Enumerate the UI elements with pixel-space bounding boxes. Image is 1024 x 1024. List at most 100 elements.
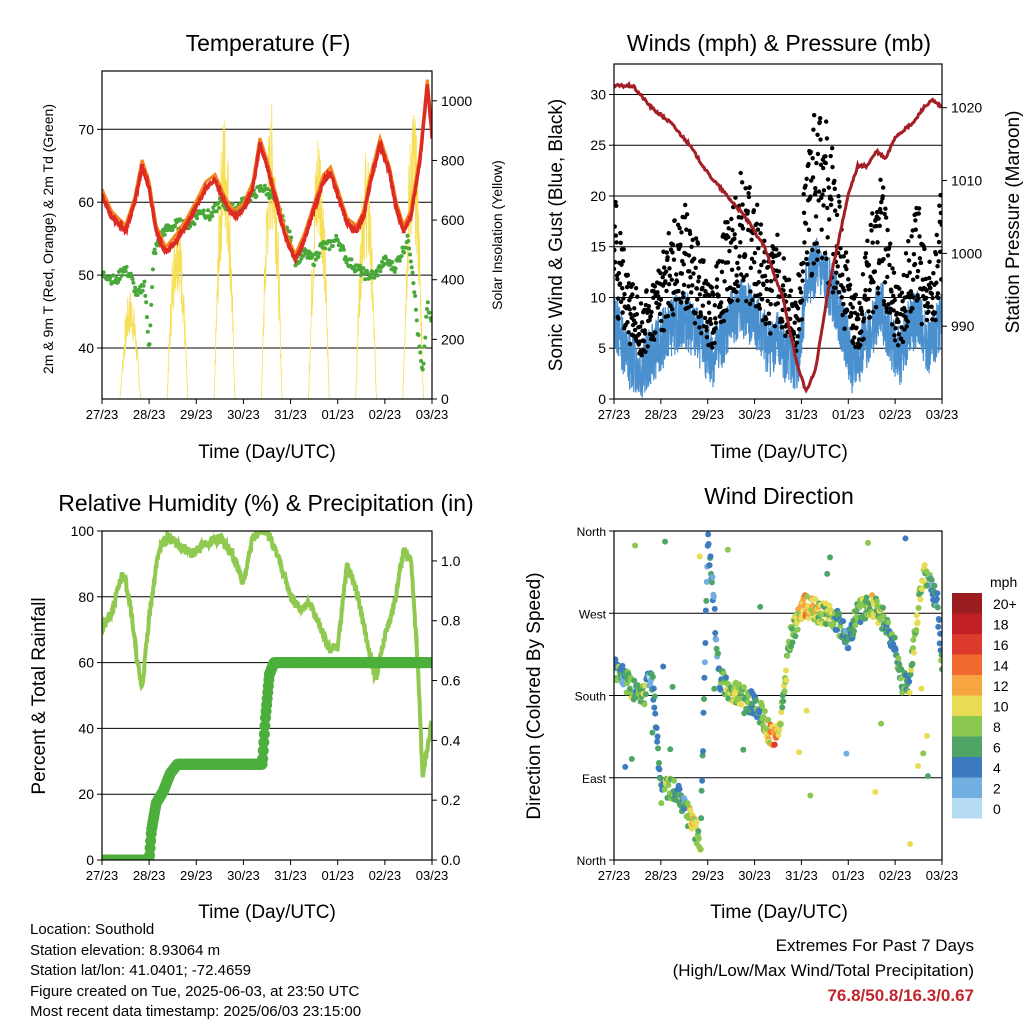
gust-point: [649, 309, 654, 315]
gust-point: [855, 312, 860, 317]
gust-point: [796, 326, 802, 332]
plot-area: 40 50 60 70 0 200 400 600 800 1000 27/23 28/23 29/23…: [78, 70, 472, 422]
gust-point: [651, 337, 657, 342]
gust-point: [621, 296, 626, 301]
gust-point: [788, 288, 794, 293]
gust-point: [660, 274, 665, 280]
direction-point: [775, 731, 782, 738]
gust-point: [911, 295, 916, 300]
gust-point: [934, 280, 939, 285]
gust-point: [735, 260, 740, 266]
y-tick-label: 25: [590, 137, 606, 153]
gust-point: [744, 272, 749, 278]
gust-point: [667, 266, 672, 271]
gust-point: [713, 320, 719, 326]
gust-point: [686, 253, 692, 258]
gust-point: [847, 282, 853, 288]
gust-point: [614, 199, 618, 205]
direction-point: [782, 667, 789, 674]
gust-point: [700, 303, 706, 308]
gust-point: [813, 185, 818, 191]
gust-point: [689, 244, 694, 250]
plot-border: [101, 530, 433, 861]
dewpoint-point: [357, 267, 362, 272]
gust-point: [809, 271, 815, 277]
dewpoint-point: [316, 254, 321, 259]
x-tick-label: 01/23: [321, 407, 354, 422]
gust-point: [745, 209, 751, 214]
dewpoint-point: [312, 263, 317, 268]
gust-point: [811, 127, 816, 132]
gust-point: [814, 160, 819, 166]
precip-point: [258, 728, 270, 740]
gust-point: [679, 230, 684, 235]
colorbar-swatch: [952, 593, 982, 614]
gust-point: [876, 291, 881, 296]
gust-point: [896, 332, 902, 337]
gust-point: [825, 177, 831, 182]
dewpoint-point: [374, 268, 379, 273]
gust-point: [928, 280, 934, 286]
y-tick-label-right: 1020: [951, 100, 982, 116]
gust-point: [632, 306, 637, 311]
y-tick-label: 30: [590, 86, 606, 102]
colorbar-swatch: [952, 736, 982, 757]
gust-point: [641, 338, 647, 344]
gust-point: [813, 214, 819, 219]
gust-point: [618, 299, 624, 305]
gust-point: [614, 247, 617, 253]
gust-point: [887, 310, 893, 315]
direction-point: [936, 640, 942, 647]
gust-point: [709, 285, 715, 290]
dewpoint-point: [410, 270, 415, 275]
colorbar-label: 10: [993, 699, 1009, 715]
direction-point: [670, 777, 677, 784]
gust-point: [881, 256, 886, 262]
dewpoint-point: [349, 257, 354, 262]
gust-point: [934, 232, 939, 238]
gust-point: [929, 291, 935, 297]
direction-point: [872, 789, 879, 796]
direction-point: [934, 604, 941, 611]
y-axis-label-right: Station Pressure (Maroon): [1003, 111, 1024, 334]
gust-point: [730, 227, 735, 233]
direction-point: [661, 786, 668, 793]
gust-point: [900, 298, 905, 304]
x-tick-label: 02/23: [369, 407, 402, 422]
recent-text: Most recent data timestamp: 2025/06/03 2…: [30, 1003, 362, 1020]
gust-point: [915, 274, 920, 280]
direction-point: [705, 531, 712, 538]
gust-point: [622, 292, 627, 297]
direction-point: [724, 546, 731, 553]
dewpoint-point: [214, 209, 219, 214]
direction-point: [918, 685, 925, 692]
y-tick-label: North: [577, 854, 606, 868]
extremes-values: 76.8/50.8/16.3/0.67: [827, 986, 974, 1005]
y-tick-label: North: [577, 525, 606, 539]
direction-point: [736, 681, 743, 688]
gust-point: [671, 257, 677, 262]
direction-point: [907, 840, 914, 847]
colorbar-title: mph: [990, 574, 1017, 590]
gust-point: [657, 302, 662, 307]
x-axis-label: Time (Day/UTC): [710, 902, 848, 923]
gust-point: [750, 297, 755, 303]
gust-point: [899, 290, 905, 295]
gust-point: [828, 153, 833, 159]
gust-point: [772, 323, 778, 329]
direction-point: [740, 684, 747, 691]
gust-point: [861, 316, 867, 321]
plot-area: 0 5 10 15 20 25 30 990 1000 1010 1020 27/23 28/23 29/…: [590, 63, 982, 422]
gust-point: [828, 202, 834, 208]
direction-point: [921, 561, 928, 568]
dewpoint-point: [145, 329, 150, 334]
direction-point: [684, 800, 691, 807]
direction-point: [653, 724, 660, 731]
y-tick-label-right: 1000: [951, 245, 982, 261]
direction-point: [892, 646, 899, 653]
direction-point: [910, 636, 917, 643]
gust-point: [663, 279, 668, 284]
dewpoint-point: [361, 266, 366, 271]
dewpoint-point: [335, 238, 340, 243]
direction-point: [757, 603, 764, 610]
